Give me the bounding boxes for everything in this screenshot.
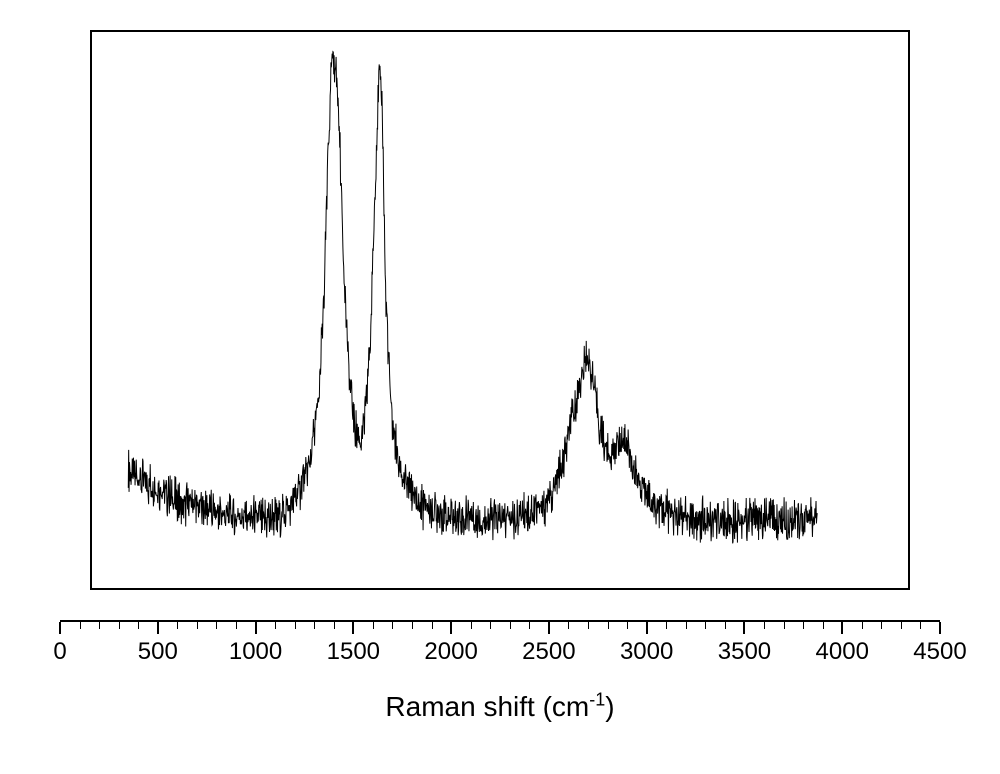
x-tick-minor bbox=[803, 622, 804, 629]
x-tick-minor bbox=[920, 622, 921, 629]
x-tick-major bbox=[255, 622, 257, 634]
chart-container: 050010001500200025003000350040004500 Ram… bbox=[0, 0, 1000, 774]
x-tick-minor bbox=[295, 622, 296, 629]
x-tick-major bbox=[646, 622, 648, 634]
x-tick-label: 2000 bbox=[424, 638, 477, 666]
x-tick-minor bbox=[314, 622, 315, 629]
x-tick-label: 4500 bbox=[913, 638, 966, 666]
x-axis-label: Raman shift (cm-1) bbox=[385, 690, 614, 723]
x-tick-minor bbox=[412, 622, 413, 629]
x-tick-label: 500 bbox=[138, 638, 178, 666]
x-tick-minor bbox=[823, 622, 824, 629]
x-tick-label: 2500 bbox=[522, 638, 575, 666]
x-tick-minor bbox=[784, 622, 785, 629]
x-tick-minor bbox=[216, 622, 217, 629]
x-tick-minor bbox=[529, 622, 530, 629]
x-tick-minor bbox=[80, 622, 81, 629]
x-tick-minor bbox=[686, 622, 687, 629]
x-tick-minor bbox=[568, 622, 569, 629]
x-tick-label: 3500 bbox=[718, 638, 771, 666]
x-tick-label: 1500 bbox=[327, 638, 380, 666]
x-tick-minor bbox=[138, 622, 139, 629]
x-tick-minor bbox=[881, 622, 882, 629]
x-tick-minor bbox=[510, 622, 511, 629]
x-tick-minor bbox=[862, 622, 863, 629]
x-tick-minor bbox=[471, 622, 472, 629]
x-tick-major bbox=[841, 622, 843, 634]
x-tick-minor bbox=[725, 622, 726, 629]
x-tick-minor bbox=[705, 622, 706, 629]
x-tick-minor bbox=[275, 622, 276, 629]
x-tick-label: 1000 bbox=[229, 638, 282, 666]
x-tick-major bbox=[157, 622, 159, 634]
x-tick-major bbox=[450, 622, 452, 634]
x-tick-minor bbox=[392, 622, 393, 629]
x-tick-minor bbox=[608, 622, 609, 629]
x-tick-minor bbox=[236, 622, 237, 629]
x-tick-major bbox=[939, 622, 941, 634]
x-tick-minor bbox=[197, 622, 198, 629]
spectrum-line bbox=[92, 32, 908, 588]
x-tick-label: 3000 bbox=[620, 638, 673, 666]
x-tick-minor bbox=[119, 622, 120, 629]
x-tick-label: 4000 bbox=[816, 638, 869, 666]
x-tick-major bbox=[59, 622, 61, 634]
x-tick-minor bbox=[432, 622, 433, 629]
x-tick-minor bbox=[764, 622, 765, 629]
x-tick-minor bbox=[99, 622, 100, 629]
plot-area bbox=[90, 30, 910, 590]
x-tick-minor bbox=[177, 622, 178, 629]
x-tick-major bbox=[743, 622, 745, 634]
x-tick-major bbox=[548, 622, 550, 634]
x-tick-minor bbox=[334, 622, 335, 629]
x-tick-minor bbox=[666, 622, 667, 629]
x-tick-minor bbox=[627, 622, 628, 629]
x-tick-minor bbox=[588, 622, 589, 629]
x-tick-minor bbox=[490, 622, 491, 629]
x-tick-minor bbox=[901, 622, 902, 629]
x-tick-major bbox=[352, 622, 354, 634]
x-tick-minor bbox=[373, 622, 374, 629]
x-axis: 050010001500200025003000350040004500 bbox=[60, 620, 940, 662]
x-tick-label: 0 bbox=[53, 638, 66, 666]
